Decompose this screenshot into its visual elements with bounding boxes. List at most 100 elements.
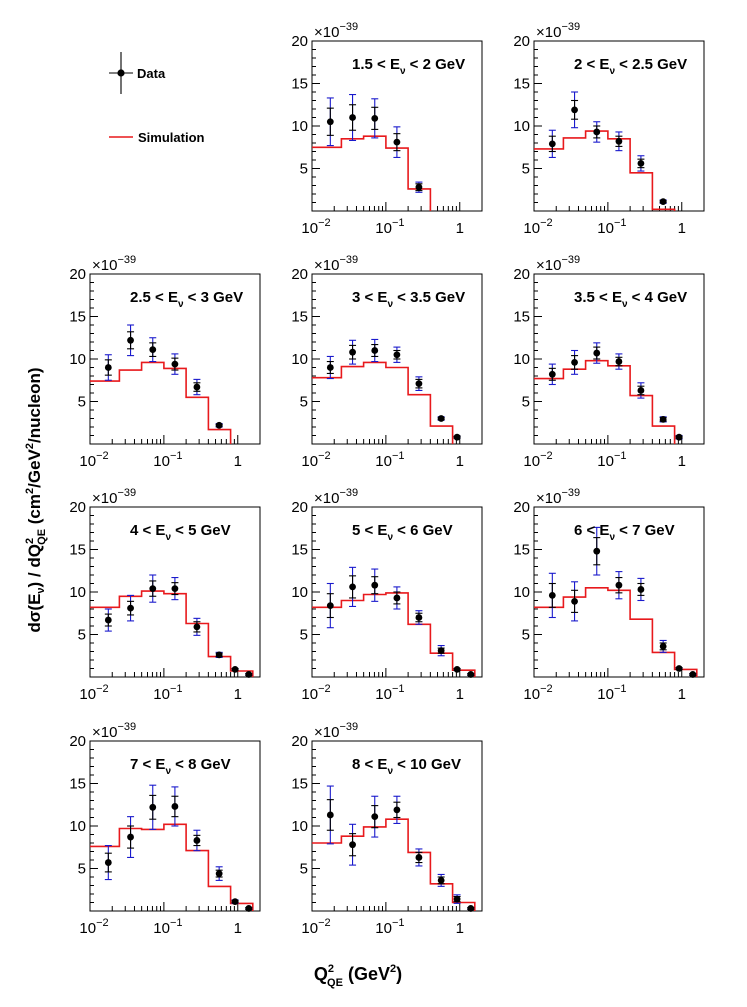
- y-multiplier-label: ×10−39: [314, 721, 358, 741]
- legend-data-marker: [109, 52, 133, 94]
- chart-panel-2: 5 10 15 20 ×10−39 10−2 10−1 1 2 < Eν < 2.5 GeV: [513, 21, 705, 237]
- panel-title: 7 < Eν < 8 GeV: [130, 756, 231, 777]
- panel-title: 2 < Eν < 2.5 GeV: [574, 56, 687, 77]
- x-tick-label: 10−1: [153, 450, 182, 470]
- x-axis-title: Q2 QE (GeV2): [314, 963, 402, 989]
- x-tick-label: 10−2: [301, 917, 330, 937]
- data-marker: [171, 803, 179, 810]
- simulation-histogram: [534, 130, 676, 211]
- data-point: [415, 181, 423, 193]
- data-marker: [453, 433, 461, 441]
- y-tick-label: 15: [291, 542, 308, 559]
- data-point: [149, 784, 157, 830]
- y-tick-label: 5: [522, 394, 530, 411]
- data-marker: [149, 585, 157, 592]
- y-tick-label: 5: [78, 627, 86, 644]
- simulation-histogram: [312, 361, 454, 444]
- chart-panel-5: 5 10 15 20 ×10−39 10−2 10−1 1 3.5 < Eν < 4 GeV: [513, 254, 705, 470]
- simulation-histogram: [312, 592, 476, 677]
- data-marker: [171, 585, 179, 592]
- y-tick-label: 10: [69, 351, 86, 368]
- x-tick-label: 10−1: [153, 683, 182, 703]
- y-tick-label: 15: [69, 542, 86, 559]
- simulation-histogram: [90, 361, 232, 444]
- y-tick-label: 10: [291, 818, 308, 835]
- y-multiplier-label: ×10−39: [314, 21, 358, 41]
- data-marker: [393, 138, 401, 146]
- data-marker: [371, 581, 379, 589]
- x-tick-label: 10−2: [301, 683, 330, 703]
- x-tick-label: 1: [234, 686, 242, 703]
- data-marker: [615, 358, 623, 365]
- data-marker: [215, 870, 223, 877]
- data-point: [349, 823, 357, 866]
- data-point: [571, 349, 579, 375]
- x-tick-label: 10−1: [375, 450, 404, 470]
- data-point: [415, 848, 423, 867]
- data-point: [326, 355, 334, 380]
- data-marker: [127, 604, 134, 612]
- x-tick-label: 1: [456, 453, 464, 470]
- data-marker: [593, 128, 601, 136]
- x-tick-label: 10−2: [79, 683, 108, 703]
- data-point: [326, 97, 334, 147]
- data-point: [593, 121, 601, 143]
- data-point: [393, 346, 401, 363]
- data-marker: [104, 364, 112, 371]
- y-tick-label: 20: [513, 266, 530, 283]
- data-marker: [437, 877, 445, 884]
- x-tick-label: 1: [678, 453, 686, 470]
- y-tick-label: 10: [291, 118, 308, 135]
- data-point: [659, 639, 667, 653]
- simulation-histogram: [90, 590, 254, 677]
- y-tick-label: 5: [300, 161, 308, 178]
- data-point: [104, 844, 112, 881]
- data-point: [193, 378, 201, 396]
- data-marker: [637, 387, 645, 394]
- y-tick-label: 10: [291, 351, 308, 368]
- data-marker: [193, 623, 201, 631]
- x-tick-label: 1: [456, 686, 464, 703]
- data-marker: [371, 813, 379, 821]
- data-point: [215, 651, 223, 659]
- y-multiplier-label: ×10−39: [536, 254, 580, 274]
- data-marker: [415, 380, 423, 388]
- y-tick-label: 5: [522, 161, 530, 178]
- chart-panel-4: 5 10 15 20 ×10−39 10−2 10−1 1 3 < Eν < 3.5 GeV: [291, 254, 483, 470]
- data-marker: [615, 581, 623, 589]
- data-marker: [127, 336, 134, 344]
- chart-panel-8: 5 10 15 20 ×10−39 10−2 10−1 1 6 < Eν < 7 GeV: [513, 487, 705, 703]
- simulation-histogram: [312, 135, 432, 211]
- x-tick-label: 1: [234, 920, 242, 937]
- y-tick-label: 20: [69, 499, 86, 516]
- data-point: [127, 594, 135, 622]
- data-marker: [349, 583, 356, 591]
- data-point: [437, 415, 445, 422]
- y-tick-label: 20: [69, 266, 86, 283]
- data-marker: [371, 114, 379, 122]
- x-tick-label: 10−1: [597, 217, 626, 237]
- data-marker: [637, 160, 645, 167]
- data-marker: [437, 647, 445, 655]
- data-marker: [437, 415, 445, 422]
- data-marker: [571, 597, 578, 605]
- y-tick-label: 5: [522, 627, 530, 644]
- panel-title: 3 < Eν < 3.5 GeV: [352, 289, 465, 310]
- data-marker: [571, 106, 578, 114]
- simulation-histogram: [90, 823, 254, 911]
- data-marker: [393, 351, 401, 359]
- x-tick-label: 10−2: [301, 450, 330, 470]
- data-point: [231, 898, 239, 906]
- chart-panel-1: 5 10 15 20 ×10−39 10−2 10−1 1 1.5 < Eν < 2 GeV: [291, 21, 483, 237]
- y-multiplier-label: ×10−39: [92, 721, 136, 741]
- y-tick-label: 10: [69, 584, 86, 601]
- legend-label-simulation: Simulation: [138, 130, 205, 145]
- data-point: [593, 342, 601, 364]
- y-tick-label: 15: [513, 542, 530, 559]
- panel-title: 8 < Eν < 10 GeV: [352, 756, 461, 777]
- data-marker: [548, 370, 556, 378]
- y-multiplier-label: ×10−39: [314, 487, 358, 507]
- data-marker: [245, 671, 253, 678]
- data-point: [104, 354, 112, 381]
